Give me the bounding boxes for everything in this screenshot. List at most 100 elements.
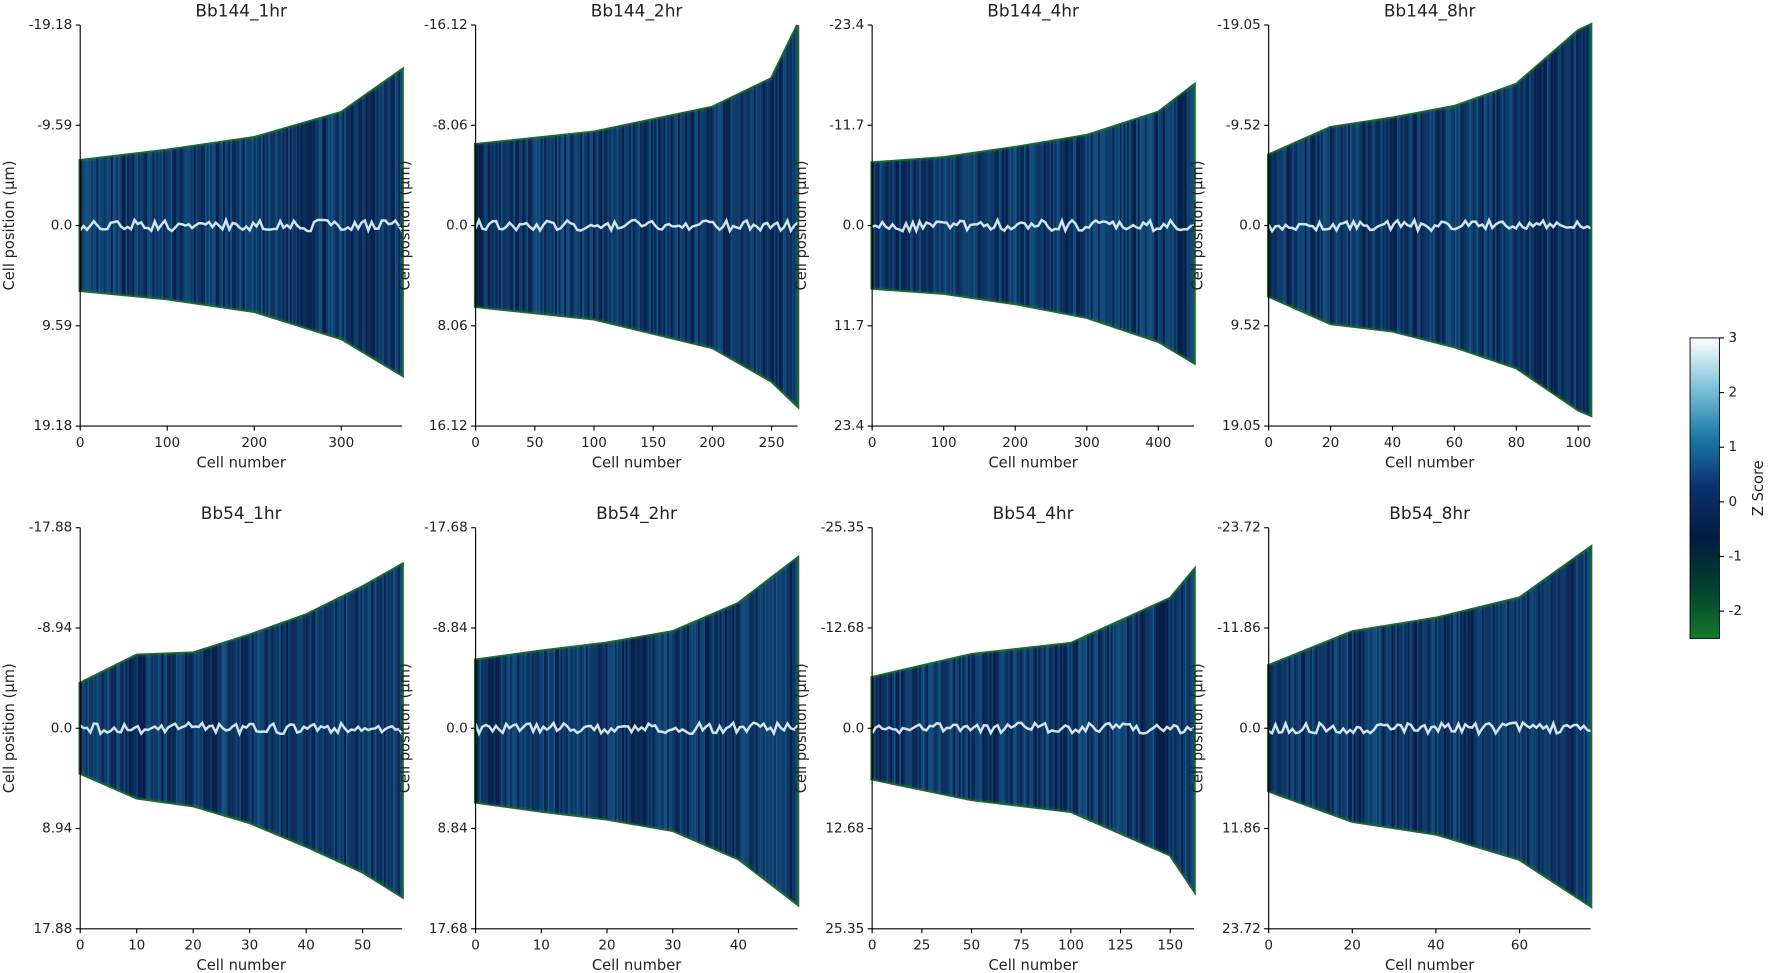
panel: -17.88 -8.94 0.0 8.94 17.880 10 20 30 40 50 Bb54_1… xyxy=(1,503,404,973)
heatmap-streak xyxy=(194,69,196,376)
heatmap-streak xyxy=(1186,570,1189,891)
heatmap-streak xyxy=(753,558,756,905)
heatmap-streak xyxy=(358,564,361,897)
heatmap-streak xyxy=(1121,84,1124,363)
heatmap-streak xyxy=(1063,570,1066,891)
heatmap-streak xyxy=(493,558,496,905)
heatmap-streak xyxy=(571,25,574,406)
heatmap-streak xyxy=(1322,25,1325,416)
heatmap-streak xyxy=(349,69,352,376)
heatmap-streak xyxy=(609,25,612,406)
heatmap-streak xyxy=(1518,25,1520,416)
heatmap-streak xyxy=(1328,547,1331,906)
heatmap-streak xyxy=(195,564,198,897)
heatmap-streak xyxy=(345,69,348,376)
heatmap-streak xyxy=(1105,570,1108,891)
heatmap-streak xyxy=(966,84,968,363)
heatmap-streak xyxy=(631,25,633,406)
heatmap-streak xyxy=(1366,25,1369,416)
heatmap-streak xyxy=(398,69,401,376)
heatmap-streak xyxy=(1545,25,1548,416)
heatmap-streak xyxy=(1119,570,1122,891)
heatmap-streak xyxy=(181,69,184,376)
heatmap-streak xyxy=(697,558,700,905)
heatmap-streak xyxy=(913,570,916,891)
heatmap-streak xyxy=(931,570,934,891)
heatmap-streak xyxy=(1009,570,1012,891)
heatmap-streak xyxy=(1420,25,1423,416)
heatmap-streak xyxy=(1451,25,1454,416)
heatmap-streak xyxy=(1310,25,1313,416)
heatmap-streak xyxy=(304,69,307,376)
heatmap-streak xyxy=(618,25,621,406)
heatmap-streak xyxy=(1022,570,1024,891)
heatmap-streak xyxy=(264,69,267,376)
heatmap-streak xyxy=(1521,25,1524,416)
heatmap-streak xyxy=(324,69,327,376)
heatmap-streak xyxy=(186,69,189,376)
heatmap-streak xyxy=(110,69,113,376)
heatmap-streak xyxy=(793,25,796,406)
heatmap-streak xyxy=(1034,84,1037,363)
heatmap-streak xyxy=(1042,570,1044,891)
heatmap-streak xyxy=(1270,25,1273,416)
heatmap-streak xyxy=(602,25,604,406)
heatmap-streak xyxy=(159,564,162,897)
heatmap-streak xyxy=(92,69,95,376)
heatmap-streak xyxy=(744,25,747,406)
heatmap-streak xyxy=(791,558,794,905)
heatmap-streak xyxy=(1416,547,1419,906)
heatmap-streak xyxy=(1579,25,1582,416)
heatmap-streak xyxy=(367,564,370,897)
heatmap-streak xyxy=(307,69,310,376)
heatmap-streak xyxy=(687,558,689,905)
heatmap-streak xyxy=(966,570,968,891)
heatmap-streak xyxy=(1398,25,1401,416)
heatmap-streak xyxy=(176,564,178,897)
heatmap-streak xyxy=(652,25,655,406)
heatmap-streak xyxy=(482,558,485,905)
x-axis-label: Cell number xyxy=(197,454,287,471)
heatmap-streak xyxy=(1072,570,1075,891)
heatmap-streak xyxy=(1436,25,1439,416)
heatmap-streak xyxy=(515,558,518,905)
heatmap-streak xyxy=(982,570,985,891)
heatmap-streak xyxy=(1362,547,1365,906)
heatmap-streak xyxy=(797,558,798,905)
heatmap-streak xyxy=(1065,570,1068,891)
heatmap-streak xyxy=(1101,84,1104,363)
heatmap-streak xyxy=(362,69,364,376)
heatmap-streak xyxy=(567,558,570,905)
heatmap-streak xyxy=(1425,25,1428,416)
heatmap-streak xyxy=(1293,547,1296,906)
heatmap-streak xyxy=(1076,84,1079,363)
heatmap-streak xyxy=(728,25,731,406)
heatmap-streak xyxy=(499,25,501,406)
heatmap-streak xyxy=(217,69,220,376)
heatmap-streak xyxy=(721,25,724,406)
heatmap-streak xyxy=(206,69,209,376)
heatmap-streak xyxy=(277,69,280,376)
heatmap-streak xyxy=(340,564,343,897)
heatmap-streak xyxy=(259,564,261,897)
heatmap-streak xyxy=(775,558,778,905)
x-axis-label: Cell number xyxy=(988,957,1078,973)
heatmap-streak xyxy=(344,69,346,376)
heatmap-streak xyxy=(378,69,381,376)
heatmap-streak xyxy=(136,69,139,376)
heatmap-streak xyxy=(692,25,695,406)
heatmap-streak xyxy=(508,558,510,905)
heatmap-streak xyxy=(575,558,577,905)
heatmap-streak xyxy=(250,564,252,897)
heatmap-streak xyxy=(1117,570,1120,891)
heatmap-streak xyxy=(1510,547,1513,906)
heatmap-streak xyxy=(962,570,965,891)
heatmap-streak xyxy=(1313,547,1316,906)
heatmap-streak xyxy=(85,564,88,897)
heatmap-streak xyxy=(1368,547,1370,906)
heatmap-streak xyxy=(1172,570,1174,891)
panel: -16.12 -8.06 0.0 8.06 16.120 50 100 150 200 250 Bb… xyxy=(397,0,800,471)
heatmap-streak xyxy=(1098,84,1100,363)
heatmap-streak xyxy=(605,25,608,406)
heatmap-streak xyxy=(953,570,956,891)
